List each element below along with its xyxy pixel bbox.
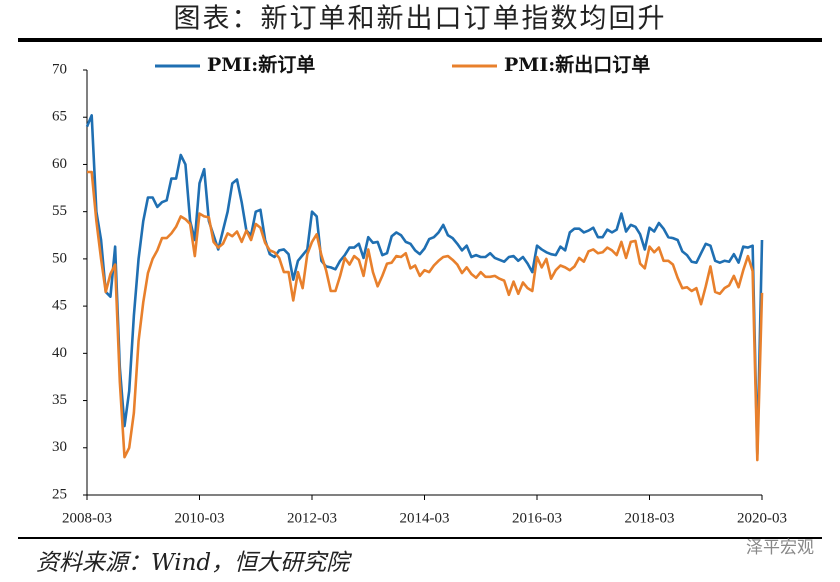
series-line bbox=[87, 170, 764, 462]
y-tick-label: 50 bbox=[52, 250, 67, 266]
y-tick-label: 35 bbox=[52, 392, 67, 408]
x-tick-label: 2012-03 bbox=[287, 510, 337, 526]
y-tick-label: 45 bbox=[52, 298, 67, 314]
x-tick-label: 2020-03 bbox=[737, 510, 787, 526]
source-rule bbox=[18, 537, 822, 539]
y-tick-label: 55 bbox=[52, 203, 67, 219]
y-tick-label: 25 bbox=[52, 486, 67, 502]
title-rule bbox=[18, 38, 822, 42]
source-note: 资料来源：Wind，恒大研究院 bbox=[36, 550, 352, 576]
legend-label: PMI:新订单 bbox=[207, 53, 315, 76]
x-tick-label: 2016-03 bbox=[512, 510, 562, 526]
x-tick-label: 2008-03 bbox=[62, 510, 112, 526]
y-tick-label: 70 bbox=[52, 61, 67, 77]
y-tick-label: 30 bbox=[52, 439, 67, 455]
x-tick-label: 2018-03 bbox=[625, 510, 675, 526]
series-line bbox=[85, 114, 764, 456]
legend-label: PMI:新出口订单 bbox=[504, 53, 650, 76]
y-tick-label: 60 bbox=[52, 156, 67, 172]
watermark: 泽平宏观 bbox=[746, 538, 814, 558]
y-tick-label: 40 bbox=[52, 345, 67, 361]
chart-title: 图表：新订单和新出口订单指数均回升 bbox=[174, 4, 667, 35]
y-tick-label: 65 bbox=[52, 109, 67, 125]
x-tick-label: 2010-03 bbox=[175, 510, 225, 526]
x-tick-label: 2014-03 bbox=[400, 510, 450, 526]
